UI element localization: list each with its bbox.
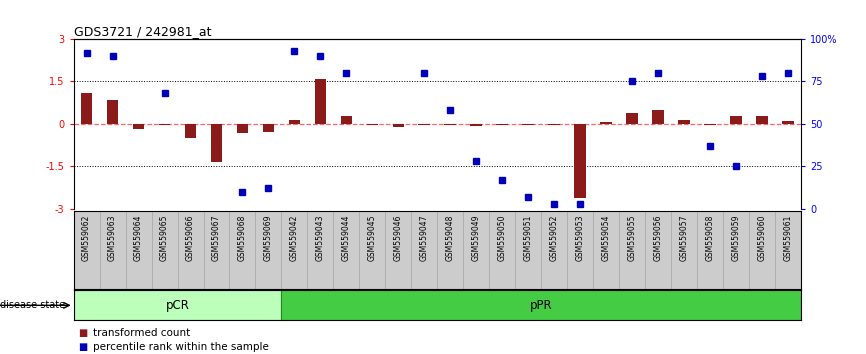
- Bar: [107, 100, 119, 124]
- Text: GSM559058: GSM559058: [706, 215, 714, 261]
- Bar: [340, 116, 352, 124]
- Text: GSM559067: GSM559067: [212, 215, 221, 261]
- Bar: [392, 124, 404, 127]
- Bar: [782, 121, 794, 124]
- Text: GSM559048: GSM559048: [446, 215, 455, 261]
- Text: ■: ■: [78, 342, 87, 352]
- Text: GSM559043: GSM559043: [316, 215, 325, 261]
- Text: GSM559046: GSM559046: [394, 215, 403, 261]
- Text: GSM559061: GSM559061: [784, 215, 792, 261]
- Bar: [288, 120, 301, 124]
- Bar: [548, 124, 560, 125]
- Text: GSM559053: GSM559053: [576, 215, 585, 261]
- Text: GSM559052: GSM559052: [550, 215, 559, 261]
- Text: GSM559062: GSM559062: [82, 215, 91, 261]
- Bar: [704, 124, 716, 125]
- Bar: [74, 290, 281, 320]
- Text: GSM559057: GSM559057: [680, 215, 688, 261]
- Text: GSM559068: GSM559068: [238, 215, 247, 261]
- Bar: [600, 122, 612, 124]
- Text: pCR: pCR: [165, 299, 190, 312]
- Bar: [314, 79, 326, 124]
- Text: GSM559050: GSM559050: [498, 215, 507, 261]
- Text: GSM559042: GSM559042: [290, 215, 299, 261]
- Text: GDS3721 / 242981_at: GDS3721 / 242981_at: [74, 25, 211, 38]
- Text: GSM559051: GSM559051: [524, 215, 533, 261]
- Bar: [236, 124, 249, 133]
- Text: GSM559060: GSM559060: [758, 215, 766, 261]
- Text: GSM559065: GSM559065: [160, 215, 169, 261]
- Bar: [496, 124, 508, 125]
- Text: percentile rank within the sample: percentile rank within the sample: [93, 342, 268, 352]
- Bar: [678, 120, 690, 124]
- Text: GSM559054: GSM559054: [602, 215, 611, 261]
- Bar: [470, 124, 482, 126]
- Bar: [184, 124, 197, 138]
- Text: GSM559059: GSM559059: [732, 215, 740, 261]
- Bar: [522, 124, 534, 125]
- Bar: [418, 124, 430, 125]
- Bar: [652, 110, 664, 124]
- Text: GSM559064: GSM559064: [134, 215, 143, 261]
- Bar: [81, 93, 93, 124]
- Bar: [444, 124, 456, 125]
- Text: GSM559063: GSM559063: [108, 215, 117, 261]
- Text: pPR: pPR: [530, 299, 553, 312]
- Text: GSM559055: GSM559055: [628, 215, 637, 261]
- Text: GSM559066: GSM559066: [186, 215, 195, 261]
- Text: GSM559049: GSM559049: [472, 215, 481, 261]
- Text: disease state: disease state: [0, 300, 65, 310]
- Bar: [262, 124, 275, 132]
- Bar: [281, 290, 801, 320]
- Text: GSM559047: GSM559047: [420, 215, 429, 261]
- Bar: [210, 124, 223, 162]
- Bar: [158, 124, 171, 125]
- Bar: [626, 113, 638, 124]
- Bar: [366, 124, 378, 125]
- Bar: [730, 116, 742, 124]
- Text: GSM559056: GSM559056: [654, 215, 662, 261]
- Text: GSM559045: GSM559045: [368, 215, 377, 261]
- Text: GSM559069: GSM559069: [264, 215, 273, 261]
- Text: transformed count: transformed count: [93, 328, 190, 338]
- Bar: [574, 124, 586, 198]
- Text: GSM559044: GSM559044: [342, 215, 351, 261]
- Bar: [132, 124, 145, 129]
- Text: ■: ■: [78, 328, 87, 338]
- Bar: [756, 116, 768, 124]
